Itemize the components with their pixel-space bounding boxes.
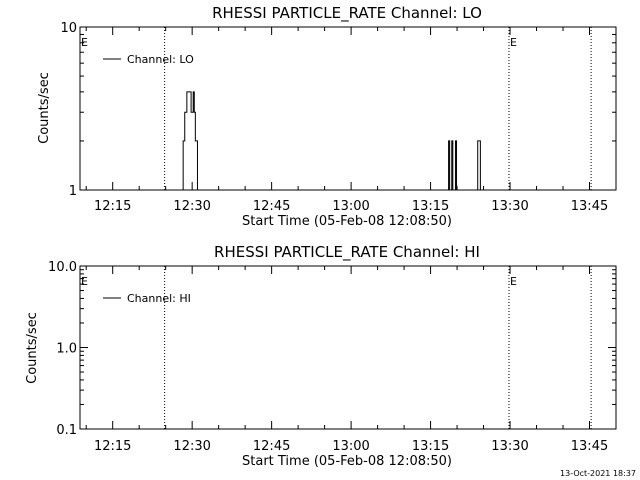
y-tick-label-lo: 10 bbox=[60, 21, 77, 36]
series-line-lo bbox=[181, 91, 481, 191]
legend-label-lo: Channel: LO bbox=[127, 53, 194, 66]
plot-frame-hi bbox=[79, 265, 617, 430]
dotted-lines-lo bbox=[164, 27, 592, 190]
x-tick-label-hi: 13:45 bbox=[571, 439, 608, 454]
x-axis-label-hi: Start Time (05-Feb-08 12:08:50) bbox=[242, 454, 452, 469]
x-tick-label-hi: 13:00 bbox=[332, 439, 369, 454]
x-tick-label-lo: 13:30 bbox=[491, 199, 528, 214]
chart-title-hi: RHESSI PARTICLE_RATE Channel: HI bbox=[214, 243, 480, 262]
x-tick-label-hi: 12:30 bbox=[173, 439, 210, 454]
x-tick-label-lo: 13:45 bbox=[571, 199, 608, 214]
x-tick-label-hi: 13:30 bbox=[491, 439, 528, 454]
x-tick-label-lo: 13:15 bbox=[412, 199, 449, 214]
x-ticks-lo: 12:15 12:30 12:45 13:00 13:15 13:30 13:45 bbox=[85, 27, 617, 214]
legend-lo: Channel: LO bbox=[103, 53, 194, 66]
event-marker-label-hi: E bbox=[81, 275, 88, 288]
legend-label-hi: Channel: HI bbox=[127, 292, 191, 305]
chart-panel-lo: RHESSI PARTICLE_RATE Channel: LO 12:15 12… bbox=[37, 4, 617, 229]
y-axis-label-lo: Counts/sec bbox=[37, 72, 52, 144]
dotted-lines-hi bbox=[164, 266, 592, 429]
y-ticks-hi: 0.1 1.0 10.0 bbox=[48, 260, 616, 438]
event-marker-label-hi: E bbox=[510, 275, 517, 288]
x-tick-label-lo: 13:00 bbox=[332, 199, 369, 214]
plot-frame-lo bbox=[79, 26, 617, 191]
y-tick-label-hi: 0.1 bbox=[56, 423, 77, 438]
x-tick-label-hi: 13:15 bbox=[412, 439, 449, 454]
x-tick-label-lo: 12:30 bbox=[173, 199, 210, 214]
y-ticks-lo: 1 10 bbox=[60, 21, 616, 199]
x-tick-label-hi: 12:45 bbox=[253, 439, 290, 454]
event-marker-label-lo: E bbox=[510, 36, 517, 49]
y-tick-label-hi: 1.0 bbox=[56, 342, 77, 357]
x-tick-label-hi: 12:15 bbox=[94, 439, 131, 454]
y-tick-label-hi: 10.0 bbox=[48, 260, 77, 275]
x-tick-label-lo: 12:45 bbox=[253, 199, 290, 214]
chart-panel-hi: RHESSI PARTICLE_RATE Channel: HI 12:15 12… bbox=[25, 243, 617, 469]
legend-hi: Channel: HI bbox=[103, 292, 191, 305]
y-axis-label-hi: Counts/sec bbox=[25, 312, 40, 384]
x-axis-label-lo: Start Time (05-Feb-08 12:08:50) bbox=[242, 214, 452, 229]
y-tick-label-lo: 1 bbox=[69, 184, 77, 199]
footer-timestamp: 13-Oct-2021 18:37 bbox=[560, 469, 636, 478]
x-ticks-hi: 12:15 12:30 12:45 13:00 13:15 13:30 13:45 bbox=[85, 266, 617, 454]
x-tick-label-lo: 12:15 bbox=[94, 199, 131, 214]
series-lo bbox=[181, 91, 481, 191]
event-marker-label-lo: E bbox=[81, 36, 88, 49]
chart-title-lo: RHESSI PARTICLE_RATE Channel: LO bbox=[212, 4, 482, 23]
